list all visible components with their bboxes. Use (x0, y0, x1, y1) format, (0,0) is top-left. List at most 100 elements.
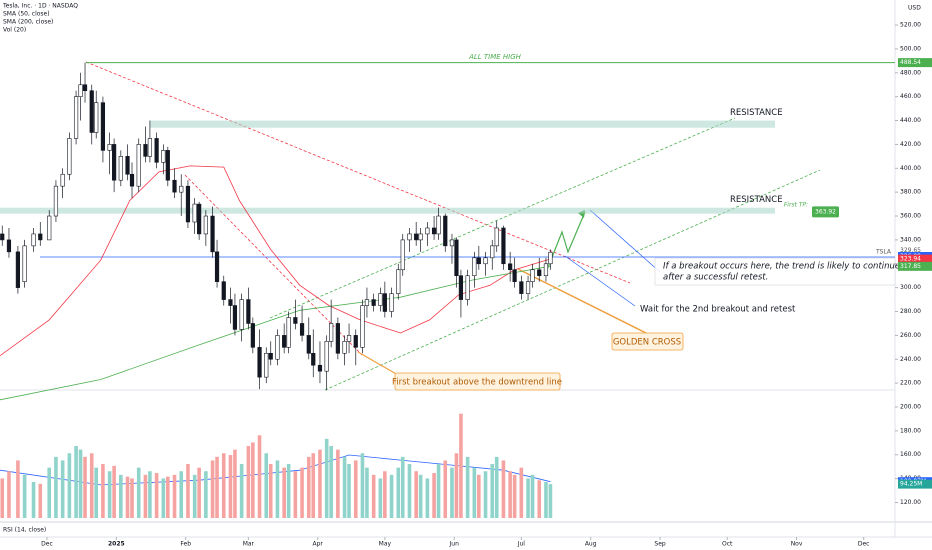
candle-body (125, 156, 130, 175)
candle-body (47, 215, 52, 241)
volume-bar (119, 474, 123, 518)
y-tick-label: 500.00 (900, 45, 921, 52)
volume-bar (526, 478, 530, 518)
y-tick-label: 460.00 (900, 93, 921, 100)
x-tick-label: May (379, 541, 392, 548)
candle-body (414, 233, 419, 241)
volume-bar (472, 467, 477, 518)
volume-bar (210, 460, 215, 518)
y-tick-label: 520.00 (900, 22, 921, 29)
candle-body (161, 150, 166, 163)
zone-label: RESISTANCE (730, 195, 783, 205)
volume-bar (257, 435, 262, 518)
volume-bar (436, 464, 441, 518)
volume-bar (483, 471, 488, 518)
downtrend-line (184, 174, 363, 356)
projection-line (564, 255, 636, 307)
annotation: GOLDEN CROSS (613, 338, 681, 348)
volume-bar (192, 474, 197, 518)
last-price: 329.65 (900, 247, 921, 254)
volume-bar (324, 438, 329, 518)
candle-body (107, 144, 112, 151)
target-label: 363.92 (815, 208, 836, 215)
y-tick-label: 300.00 (900, 284, 921, 291)
volume-bar (512, 474, 517, 518)
volume-bar (0, 478, 5, 518)
candle-body (490, 245, 495, 259)
candle-body (179, 185, 184, 193)
volume-bar (67, 453, 72, 518)
volume-bar (282, 467, 286, 518)
volume-bar (186, 464, 190, 518)
volume-bar (318, 449, 322, 518)
candle-body (476, 257, 481, 265)
volume-bar (112, 465, 116, 518)
annotation: ALL TIME HIGH (468, 53, 522, 61)
price-tag (898, 58, 932, 68)
candle-body (389, 293, 394, 312)
volume-bar (221, 453, 226, 518)
volume-bar (125, 476, 130, 518)
y-tick-label: 200.00 (900, 404, 921, 411)
volume-bar (179, 471, 184, 518)
candle-body (228, 299, 233, 306)
candle-body (335, 323, 340, 354)
volume-bar (342, 456, 347, 518)
candle-body (6, 239, 12, 253)
candle-body (100, 102, 106, 151)
volume-bar (450, 467, 454, 518)
legend-entry: Vol (20) (3, 27, 26, 34)
volume-bar (286, 464, 291, 518)
candle-body (275, 335, 280, 360)
volume-bar (136, 467, 141, 518)
candle-body (246, 299, 251, 324)
volume-bar (360, 453, 365, 518)
volume-bar (353, 460, 358, 518)
candle-body (0, 233, 5, 241)
zone-label: RESISTANCE (730, 108, 783, 118)
callout-arrow (357, 351, 399, 376)
target-box (812, 206, 839, 218)
candle-body (306, 335, 311, 354)
volume-bar (494, 456, 499, 518)
candle-body (512, 269, 517, 282)
candle-body (129, 173, 135, 187)
volume-bar (172, 474, 177, 518)
volume-bar (161, 478, 166, 518)
candle-body (494, 227, 499, 247)
volume-bar (264, 453, 269, 518)
volume-bar (268, 464, 273, 518)
candle-body (78, 84, 83, 97)
volume-bar (246, 446, 251, 518)
candle-body (221, 281, 226, 300)
volume-bar (306, 456, 311, 518)
x-tick-label: Dec (858, 541, 870, 548)
callout-arrow (517, 268, 651, 336)
x-tick-label: Aug (585, 541, 597, 548)
callout-box (394, 372, 561, 391)
candle-body (431, 227, 437, 235)
volume-bar (389, 474, 394, 518)
candle-body (346, 335, 352, 342)
volume-bar (94, 467, 99, 518)
channel-line (324, 169, 821, 391)
candle-body (210, 215, 215, 253)
currency: USD (908, 5, 921, 12)
ticker: TSLA (875, 249, 892, 256)
x-tick-label: Jul (517, 541, 526, 548)
volume-bar (311, 453, 316, 518)
legend-entry: SMA (200, close) (3, 19, 53, 26)
candle-body (329, 323, 334, 342)
chart-title: Tesla, Inc. · 1D · NASDAQ (2, 3, 78, 10)
volume-bar (414, 471, 418, 518)
candle-body (89, 90, 94, 133)
candle-body (94, 102, 99, 133)
volume-bar (197, 467, 201, 518)
volume-bar (107, 471, 112, 518)
note-box (654, 257, 896, 286)
candle-body (378, 293, 383, 306)
x-tick-label: Jun (449, 541, 460, 548)
candle-body (67, 138, 72, 175)
candle-body (407, 233, 412, 241)
volume-bar (154, 473, 159, 518)
